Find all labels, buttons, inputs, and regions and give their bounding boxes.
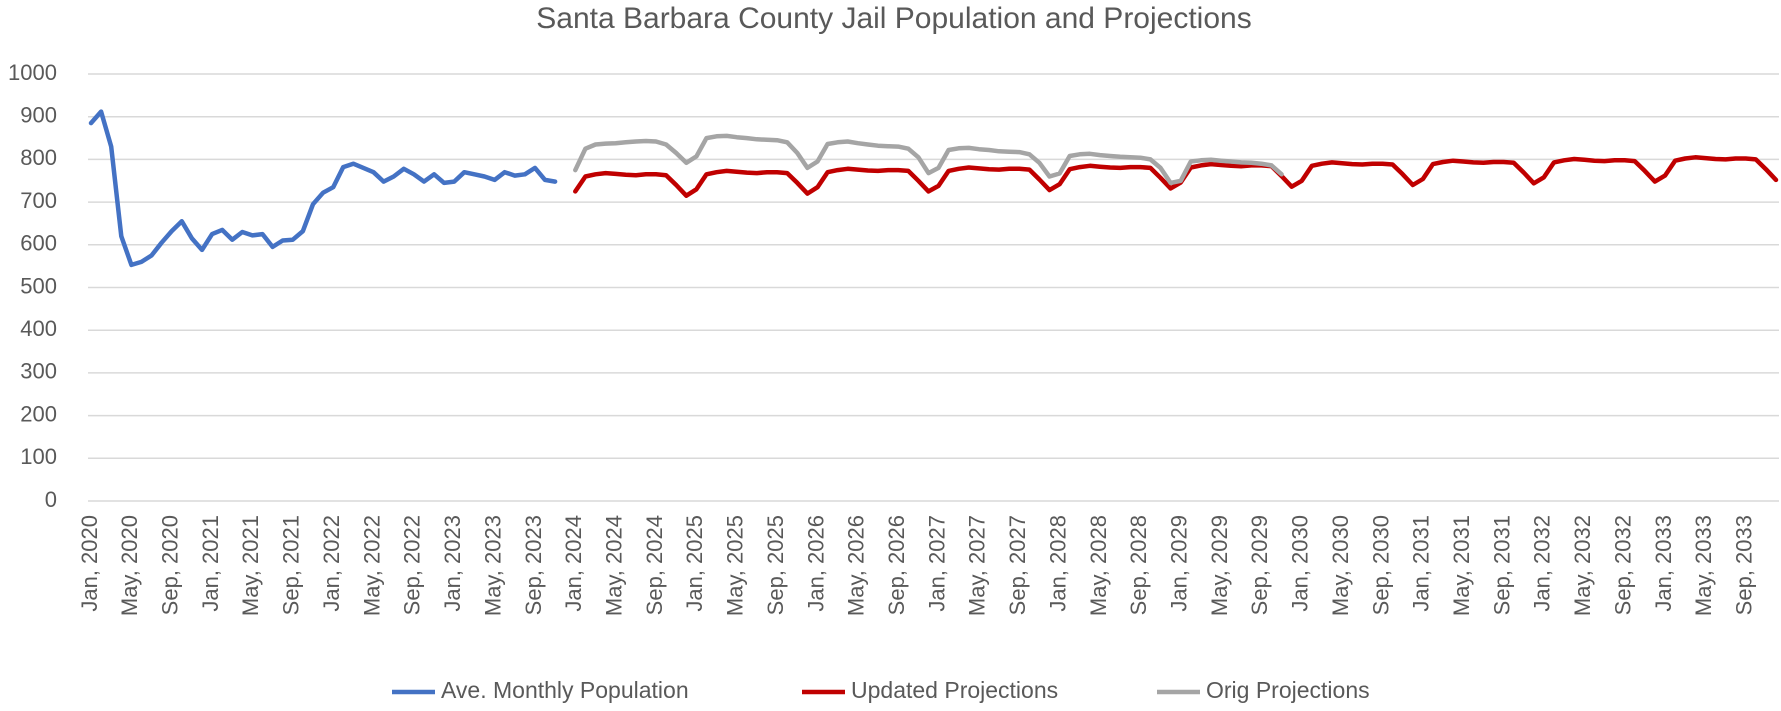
x-tick-label: Sep, 2022 [400,515,425,615]
y-tick-label: 300 [20,359,57,384]
x-tick-label: Jan, 2032 [1530,515,1555,612]
y-tick-label: 900 [20,103,57,128]
x-tick-label: May, 2033 [1691,515,1716,616]
x-tick-label: Jan, 2026 [803,515,828,612]
y-tick-label: 700 [20,188,57,213]
y-tick-label: 1000 [8,60,57,85]
x-tick-label: Jan, 2033 [1651,515,1676,612]
x-tick-label: Jan, 2029 [1167,515,1192,612]
x-tick-label: Jan, 2025 [682,515,707,612]
x-tick-label: May, 2024 [601,515,626,616]
x-tick-label: Sep, 2029 [1247,515,1272,615]
y-tick-label: 400 [20,316,57,341]
x-tick-label: Sep, 2033 [1732,515,1757,615]
legend-label: Ave. Monthly Population [441,677,689,703]
x-tick-label: May, 2025 [723,515,748,616]
x-tick-label: May, 2027 [965,515,990,616]
x-tick-label: Sep, 2032 [1610,515,1635,615]
x-tick-label: Jan, 2021 [198,515,223,612]
y-tick-label: 800 [20,145,57,170]
x-tick-label: Sep, 2024 [642,515,667,615]
legend-label: Updated Projections [851,677,1058,703]
x-tick-label: Sep, 2028 [1126,515,1151,615]
x-tick-label: May, 2026 [844,515,869,616]
x-tick-label: Jan, 2022 [319,515,344,612]
x-tick-label: Sep, 2023 [521,515,546,615]
x-tick-label: May, 2032 [1570,515,1595,616]
y-tick-label: 0 [45,487,57,512]
x-tick-label: May, 2020 [117,515,142,616]
series-line [88,109,558,268]
x-tick-label: Sep, 2030 [1368,515,1393,615]
x-tick-label: Jan, 2028 [1045,515,1070,612]
x-tick-label: May, 2029 [1207,515,1232,616]
x-tick-label: Sep, 2031 [1489,515,1514,615]
x-tick-label: Jan, 2030 [1288,515,1313,612]
legend-label: Orig Projections [1206,677,1370,703]
x-tick-label: Jan, 2024 [561,515,586,612]
x-tick-label: May, 2031 [1449,515,1474,616]
x-tick-label: Jan, 2023 [440,515,465,612]
series-line [573,155,1779,198]
x-tick-label: Sep, 2027 [1005,515,1030,615]
x-tick-label: May, 2022 [359,515,384,616]
x-tick-label: Jan, 2020 [77,515,102,612]
series-line [573,133,1284,186]
chart-title: Santa Barbara County Jail Population and… [536,2,1251,35]
x-tick-label: Sep, 2020 [158,515,183,615]
y-tick-label: 600 [20,231,57,256]
x-tick-label: May, 2030 [1328,515,1353,616]
x-tick-label: Sep, 2021 [279,515,304,615]
x-tick-label: May, 2023 [480,515,505,616]
y-tick-label: 100 [20,444,57,469]
x-tick-label: Sep, 2026 [884,515,909,615]
x-tick-label: May, 2028 [1086,515,1111,616]
x-tick-label: Jan, 2027 [924,515,949,612]
y-tick-label: 200 [20,401,57,426]
x-tick-label: May, 2021 [238,515,263,616]
y-tick-label: 500 [20,273,57,298]
x-tick-label: Sep, 2025 [763,515,788,615]
x-tick-label: Jan, 2031 [1409,515,1434,612]
